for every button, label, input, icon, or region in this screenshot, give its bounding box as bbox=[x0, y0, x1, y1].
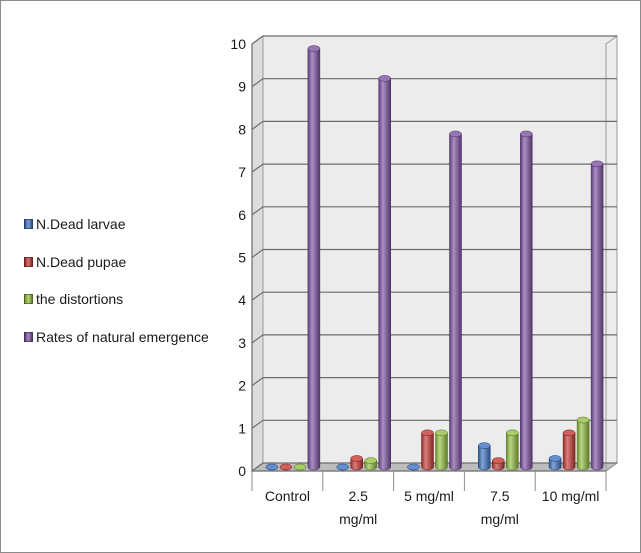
gridline bbox=[251, 206, 617, 216]
bar bbox=[449, 130, 462, 471]
legend-item: Rates of natural emergence bbox=[24, 327, 209, 347]
legend-item: N.Dead pupae bbox=[24, 252, 209, 272]
y-tick-label: 6 bbox=[238, 207, 246, 223]
gridline bbox=[251, 35, 617, 45]
x-tick-label: mg/ml bbox=[481, 511, 519, 527]
gridline bbox=[251, 78, 617, 88]
x-tick-label: 10 mg/ml bbox=[542, 488, 600, 504]
legend-swatch bbox=[24, 219, 33, 229]
x-tick-label: 2.5 bbox=[348, 488, 368, 504]
y-tick-label: 10 bbox=[230, 36, 246, 52]
bar bbox=[378, 75, 391, 471]
bar bbox=[364, 457, 377, 471]
legend-item: the distortions bbox=[24, 289, 209, 309]
y-tick-label: 0 bbox=[238, 463, 246, 479]
x-tick-label: 7.5 bbox=[490, 488, 510, 504]
bar bbox=[590, 160, 604, 471]
gridline bbox=[251, 419, 617, 429]
bar bbox=[293, 463, 307, 471]
bar bbox=[407, 463, 420, 471]
y-tick-label: 3 bbox=[238, 335, 246, 351]
bar bbox=[307, 45, 321, 471]
y-tick-label: 5 bbox=[238, 250, 246, 266]
x-tick-label: mg/ml bbox=[339, 511, 377, 527]
gridline bbox=[251, 291, 617, 301]
bar bbox=[265, 463, 279, 471]
x-tick-label: 5 mg/ml bbox=[404, 488, 454, 504]
y-tick-label: 7 bbox=[238, 164, 246, 180]
bar bbox=[492, 457, 505, 471]
bar bbox=[548, 455, 562, 471]
y-tick-label: 9 bbox=[238, 79, 246, 95]
y-tick-label: 2 bbox=[238, 378, 246, 394]
legend-swatch bbox=[24, 331, 33, 342]
plot-floor bbox=[250, 462, 619, 472]
gridline bbox=[251, 377, 617, 387]
bar bbox=[336, 463, 349, 471]
bar bbox=[520, 130, 533, 471]
legend-item: N.Dead larvae bbox=[24, 214, 209, 234]
legend-swatch bbox=[24, 294, 33, 304]
gridline bbox=[251, 248, 617, 258]
gridline bbox=[251, 120, 617, 130]
legend-label: the distortions bbox=[36, 291, 124, 307]
y-tick-label: 1 bbox=[238, 420, 246, 436]
bar bbox=[435, 429, 448, 471]
y-tick-label: 8 bbox=[238, 121, 246, 137]
bar bbox=[506, 429, 519, 471]
gridline bbox=[251, 334, 617, 344]
bar bbox=[421, 429, 434, 471]
bar bbox=[279, 463, 293, 471]
x-tick-label: Control bbox=[265, 488, 310, 504]
bar bbox=[350, 455, 363, 471]
legend-swatch bbox=[24, 256, 33, 267]
legend-label: N.Dead pupae bbox=[36, 253, 127, 270]
bar bbox=[478, 442, 491, 471]
chart-legend: N.Dead larvae N.Dead pupae the distortions… bbox=[24, 214, 209, 364]
gridline bbox=[251, 163, 617, 173]
bar bbox=[576, 416, 590, 471]
legend-label: N.Dead larvae bbox=[36, 216, 126, 232]
y-tick-label: 4 bbox=[238, 292, 246, 308]
bar bbox=[562, 429, 576, 471]
legend-label: Rates of natural emergence bbox=[36, 328, 209, 345]
